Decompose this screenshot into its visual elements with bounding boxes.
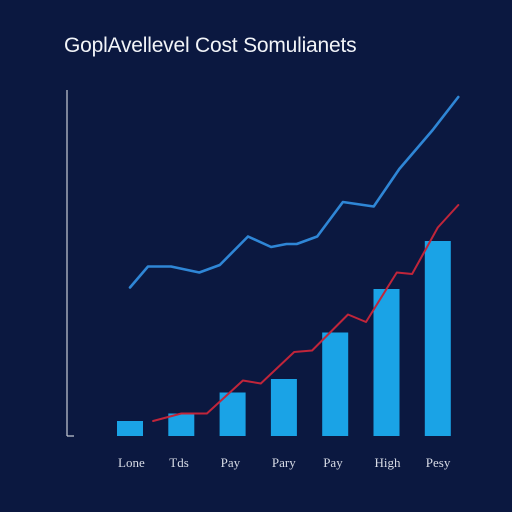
bar-2	[219, 392, 246, 436]
x-tick-label: Lone	[118, 455, 145, 470]
bar-series	[117, 241, 451, 436]
x-tick-label: Tds	[169, 455, 189, 470]
bar-4	[322, 332, 349, 436]
x-tick-label: Pay	[323, 455, 343, 470]
x-tick-label: Pary	[272, 455, 296, 470]
bar-5	[373, 289, 400, 436]
bar-0	[117, 421, 143, 436]
x-tick-label: High	[375, 455, 402, 470]
x-tick-labels: Lone Tds Pay Pary Pay High Pesy	[118, 455, 451, 470]
bar-1	[168, 413, 195, 436]
x-tick-label: Pay	[221, 455, 241, 470]
bar-6	[424, 241, 451, 436]
bar-3	[270, 379, 297, 436]
line-series	[128, 95, 460, 422]
line-series-1	[128, 95, 460, 289]
chart-title: GoplAvellevel Cost Somulianets	[64, 34, 357, 57]
x-tick-label: Pesy	[426, 455, 451, 470]
line-series-2	[152, 204, 460, 422]
